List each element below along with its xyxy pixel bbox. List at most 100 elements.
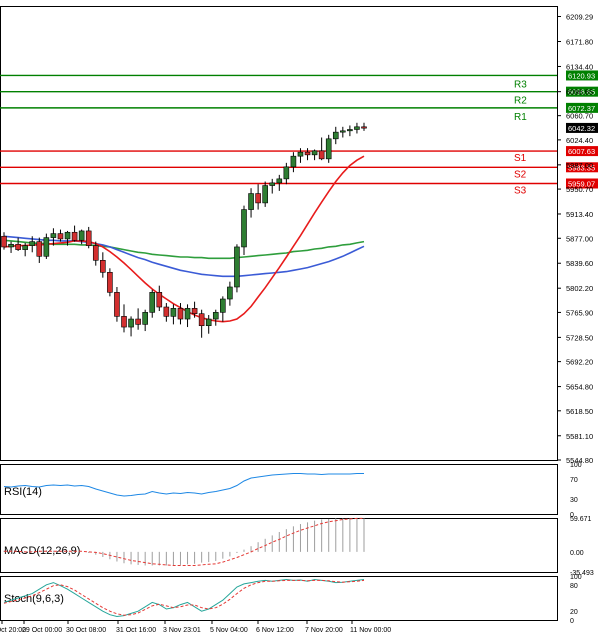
stoch-tick-label: 100 — [570, 574, 582, 581]
candle-body — [227, 286, 233, 300]
rsi-tick-label: 0 — [570, 512, 574, 519]
candle-body — [184, 308, 191, 320]
candle-body — [78, 230, 85, 241]
candle-body — [100, 259, 106, 273]
candlesticks — [1, 122, 367, 338]
level-price-tag — [566, 102, 598, 113]
candle-body — [311, 150, 318, 156]
candle-body — [234, 246, 240, 288]
macd-label: MACD(12,26,9) — [4, 545, 80, 557]
level-price-tag — [566, 146, 598, 157]
price-axis: 6209.29 6171.80 6134.40 6096.65 6060.70 6024.… — [557, 12, 598, 465]
candle-body — [85, 230, 92, 246]
moving-average-line — [3, 155, 365, 323]
time-tick-label: 28 Oct 20:00 — [0, 627, 26, 634]
rsi-tick-label: 30 — [570, 497, 578, 504]
level-name-s1: S1 — [514, 153, 527, 164]
candle-body — [354, 126, 360, 130]
time-tick-label: 3 Nov 23:01 — [163, 627, 201, 634]
candle-body — [290, 155, 297, 168]
price-tick-label: 5728.50 — [566, 333, 593, 342]
stoch-tick-label: 80 — [570, 583, 578, 590]
time-tick-label: 7 Nov 20:00 — [305, 627, 343, 634]
stoch-signal-line — [3, 579, 365, 616]
candle-body — [177, 308, 184, 320]
candle-body — [332, 131, 339, 140]
candle-body — [318, 150, 325, 160]
panel-frames — [0, 6, 558, 621]
price-tick-label: 5839.60 — [566, 259, 593, 268]
candle-body — [241, 209, 247, 248]
macd-panel: MACD(12,26,9) 59.671 0.00 -35.493 — [3, 516, 594, 577]
level-price-label: 6120.93 — [568, 71, 595, 80]
level-price-tag — [566, 178, 598, 189]
price-tick-label: 5765.90 — [566, 308, 593, 317]
candle-body — [36, 241, 43, 257]
candle-body — [8, 243, 14, 248]
price-tick-label: 5950.70 — [566, 185, 593, 194]
candle-body — [325, 138, 332, 160]
level-name-s2: S2 — [514, 169, 527, 180]
time-tick-label: 11 Nov 00:00 — [350, 627, 391, 634]
candle-body — [262, 185, 268, 204]
rsi-label: RSI(14) — [4, 486, 42, 498]
candle-body — [304, 151, 311, 156]
level-name-r1: R1 — [514, 112, 527, 123]
candle-body — [15, 243, 21, 250]
candle-body — [22, 245, 28, 250]
time-tick-label: 29 Oct 00:00 — [22, 627, 62, 634]
candle-body — [43, 237, 50, 257]
candle-body — [297, 151, 304, 157]
candle-body — [128, 318, 134, 328]
candle-body — [29, 241, 36, 246]
stoch-panel: Stoch(9,6,3) 100 80 20 0 — [3, 574, 582, 625]
price-tick-label: 5913.40 — [566, 210, 593, 219]
rsi-line — [3, 473, 364, 497]
level-price-tag — [566, 70, 598, 81]
candle-body — [269, 182, 276, 186]
candle-body — [198, 313, 205, 327]
candle-body — [170, 308, 177, 317]
price-tick-label: 5802.20 — [566, 284, 593, 293]
candle-body — [163, 306, 170, 317]
level-price-label: 5959.07 — [568, 179, 595, 188]
level-price-tag — [566, 86, 598, 97]
candle-body — [50, 233, 57, 238]
price-tick-label: 5544.80 — [566, 456, 593, 465]
price-tick-label: 5581.10 — [566, 432, 593, 441]
macd-tick-label: -35.493 — [570, 570, 594, 577]
candle-body — [1, 235, 7, 248]
candle-body — [64, 231, 71, 240]
candle-body — [114, 292, 120, 317]
candle-body — [205, 318, 212, 327]
level-name-r2: R2 — [514, 96, 527, 107]
panel-frame — [0, 464, 558, 515]
candle-body — [248, 193, 254, 210]
stoch-label: Stoch(9,6,3) — [4, 593, 64, 605]
candle-body — [361, 126, 367, 129]
macd-tick-label: 59.671 — [570, 516, 592, 523]
price-tick-label: 5692.20 — [566, 358, 593, 367]
current-price-tag — [566, 122, 598, 133]
candle-body — [276, 178, 283, 184]
moving-average-line — [3, 235, 365, 278]
level-name-s3: S3 — [514, 185, 527, 196]
rsi-tick-label: 100 — [570, 462, 582, 469]
candle-body — [121, 316, 127, 328]
time-tick-label: 30 Oct 08:00 — [66, 627, 106, 634]
level-name-r3: R3 — [514, 79, 527, 90]
level-price-label: 6072.37 — [568, 104, 595, 113]
candle-body — [142, 312, 148, 325]
candle-body — [191, 308, 198, 314]
moving-average-line — [3, 239, 365, 260]
macd-tick-label: 0.00 — [570, 550, 584, 557]
price-tick-label: 5987.00 — [566, 161, 593, 170]
time-tick-label: 6 Nov 12:00 — [256, 627, 294, 634]
moving-averages — [3, 155, 365, 323]
price-tick-label: 6209.29 — [566, 12, 593, 21]
candle-body — [156, 292, 163, 308]
candle-body — [340, 130, 346, 133]
rsi-tick-label: 70 — [570, 477, 578, 484]
